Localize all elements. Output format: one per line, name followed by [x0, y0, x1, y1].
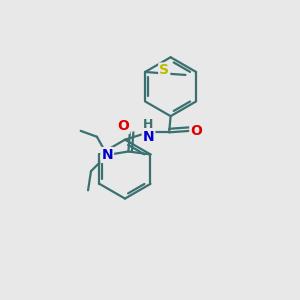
Text: H: H [143, 118, 154, 130]
Text: S: S [159, 64, 169, 77]
Text: O: O [117, 119, 129, 133]
Text: N: N [101, 148, 113, 162]
Text: N: N [143, 130, 154, 144]
Text: O: O [190, 124, 202, 138]
